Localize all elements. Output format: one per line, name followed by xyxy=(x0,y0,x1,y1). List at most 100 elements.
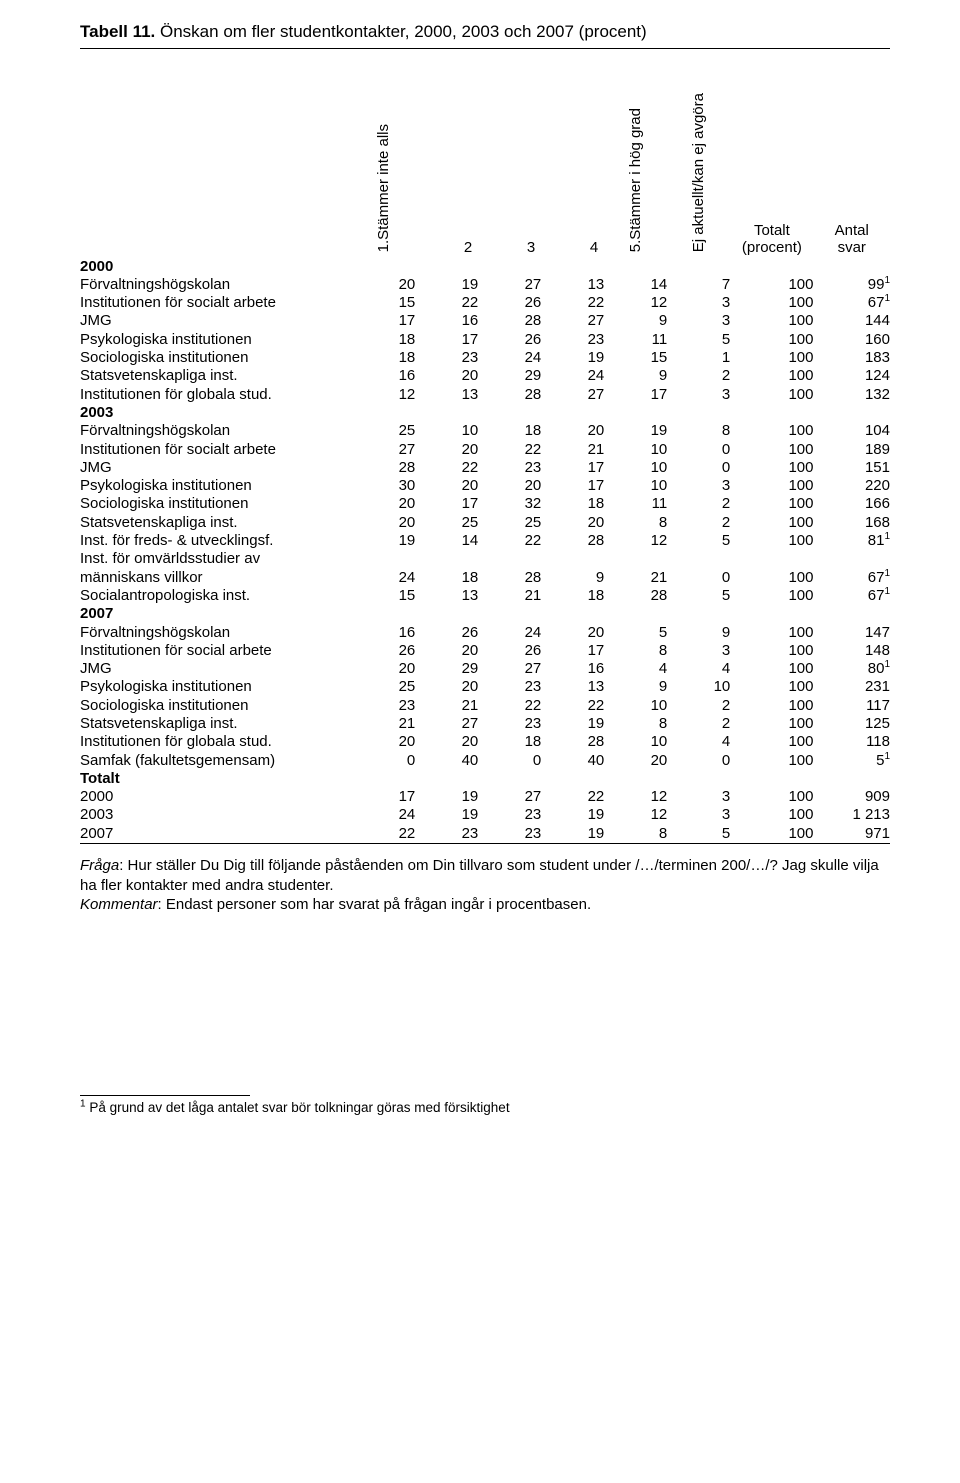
cell: 17 xyxy=(541,477,604,495)
cell: 25 xyxy=(352,678,415,696)
cell-total: 100 xyxy=(730,733,813,751)
cell: 4 xyxy=(667,733,730,751)
cell: 19 xyxy=(415,276,478,294)
table-row: Förvaltningshögskolan25101820198100104 xyxy=(80,422,890,440)
cell: 20 xyxy=(415,642,478,660)
table-row: Sociologiska institutionen23212222102100… xyxy=(80,697,890,715)
cell: 3 xyxy=(667,312,730,330)
cell: 9 xyxy=(604,367,667,385)
cell: 22 xyxy=(415,459,478,477)
sup-marker: 1 xyxy=(884,293,890,304)
row-label: Sociologiska institutionen xyxy=(80,349,352,367)
table-row: Statsvetenskapliga inst.2127231982100125 xyxy=(80,715,890,733)
cell: 30 xyxy=(352,477,415,495)
cell: 10 xyxy=(604,441,667,459)
cell: 24 xyxy=(352,806,415,824)
cell-antal: 132 xyxy=(814,386,891,404)
cell-antal: 231 xyxy=(814,678,891,696)
cell: 13 xyxy=(541,678,604,696)
cell: 3 xyxy=(667,294,730,312)
cell: 20 xyxy=(415,733,478,751)
footnote: 1 På grund av det låga antalet svar bör … xyxy=(80,1100,890,1115)
cell: 18 xyxy=(541,587,604,605)
sup-marker: 1 xyxy=(884,586,890,597)
cell: 20 xyxy=(352,276,415,294)
cell: 20 xyxy=(352,660,415,678)
row-label: Förvaltningshögskolan xyxy=(80,276,352,294)
table-row: Institutionen för socialt arbete15222622… xyxy=(80,294,890,312)
cell-total: 100 xyxy=(730,825,813,843)
table-title: Tabell 11. Önskan om fler studentkontakt… xyxy=(80,22,890,42)
cell: 15 xyxy=(352,587,415,605)
cell-total: 100 xyxy=(730,642,813,660)
cell: 7 xyxy=(667,276,730,294)
cell-total: 100 xyxy=(730,459,813,477)
col-header-5: 5.Stämmer i hög grad xyxy=(628,108,644,252)
section-header: 2007 xyxy=(80,605,890,623)
cell: 20 xyxy=(478,477,541,495)
cell: 23 xyxy=(415,349,478,367)
cell: 27 xyxy=(352,441,415,459)
cell: 21 xyxy=(415,697,478,715)
cell: 15 xyxy=(604,349,667,367)
cell: 11 xyxy=(604,331,667,349)
cell: 22 xyxy=(541,294,604,312)
cell: 0 xyxy=(667,752,730,770)
cell: 24 xyxy=(478,349,541,367)
cell: 9 xyxy=(541,569,604,587)
cell: 21 xyxy=(604,569,667,587)
cell: 20 xyxy=(541,624,604,642)
cell: 16 xyxy=(415,312,478,330)
cell-antal: 147 xyxy=(814,624,891,642)
cell: 19 xyxy=(541,825,604,843)
cell: 20 xyxy=(352,495,415,513)
cell-antal: 811 xyxy=(814,532,891,550)
cell-total: 100 xyxy=(730,331,813,349)
cell: 23 xyxy=(541,331,604,349)
cell: 28 xyxy=(478,386,541,404)
cell-total: 100 xyxy=(730,569,813,587)
sup-marker: 1 xyxy=(884,751,890,762)
cell: 14 xyxy=(415,532,478,550)
footnote-text: På grund av det låga antalet svar bör to… xyxy=(89,1100,509,1115)
cell: 8 xyxy=(604,715,667,733)
cell: 20 xyxy=(352,514,415,532)
cell: 19 xyxy=(541,806,604,824)
cell: 13 xyxy=(415,386,478,404)
cell-antal: 671 xyxy=(814,569,891,587)
cell-antal: 151 xyxy=(814,459,891,477)
cell: 16 xyxy=(352,624,415,642)
cell-antal: 1 213 xyxy=(814,806,891,824)
table-row: JMG2029271644100801 xyxy=(80,660,890,678)
cell: 26 xyxy=(352,642,415,660)
table-row: JMG1716282793100144 xyxy=(80,312,890,330)
cell-antal: 183 xyxy=(814,349,891,367)
section-header: 2003 xyxy=(80,404,890,422)
row-label: Statsvetenskapliga inst. xyxy=(80,367,352,385)
cell: 17 xyxy=(415,495,478,513)
cell-total: 100 xyxy=(730,349,813,367)
row-label: Samfak (fakultetsgemensam) xyxy=(80,752,352,770)
table-row: Psykologiska institutionen30202017103100… xyxy=(80,477,890,495)
cell: 10 xyxy=(604,459,667,477)
cell: 22 xyxy=(478,532,541,550)
row-label: Inst. för omvärldsstudier av xyxy=(80,550,352,568)
cell-total: 100 xyxy=(730,495,813,513)
table-row: Institutionen för social arbete262026178… xyxy=(80,642,890,660)
cell: 16 xyxy=(352,367,415,385)
cell: 22 xyxy=(541,697,604,715)
section-label: 2003 xyxy=(80,404,890,422)
cell-antal: 124 xyxy=(814,367,891,385)
cell-total: 100 xyxy=(730,587,813,605)
cell: 18 xyxy=(352,331,415,349)
cell: 26 xyxy=(415,624,478,642)
row-label: JMG xyxy=(80,459,352,477)
row-label: Förvaltningshögskolan xyxy=(80,624,352,642)
kommentar-label: Kommentar xyxy=(80,896,158,913)
cell: 32 xyxy=(478,495,541,513)
cell: 17 xyxy=(541,459,604,477)
cell-antal: 144 xyxy=(814,312,891,330)
cell-antal: 671 xyxy=(814,294,891,312)
cell-antal: 971 xyxy=(814,825,891,843)
cell: 18 xyxy=(478,422,541,440)
